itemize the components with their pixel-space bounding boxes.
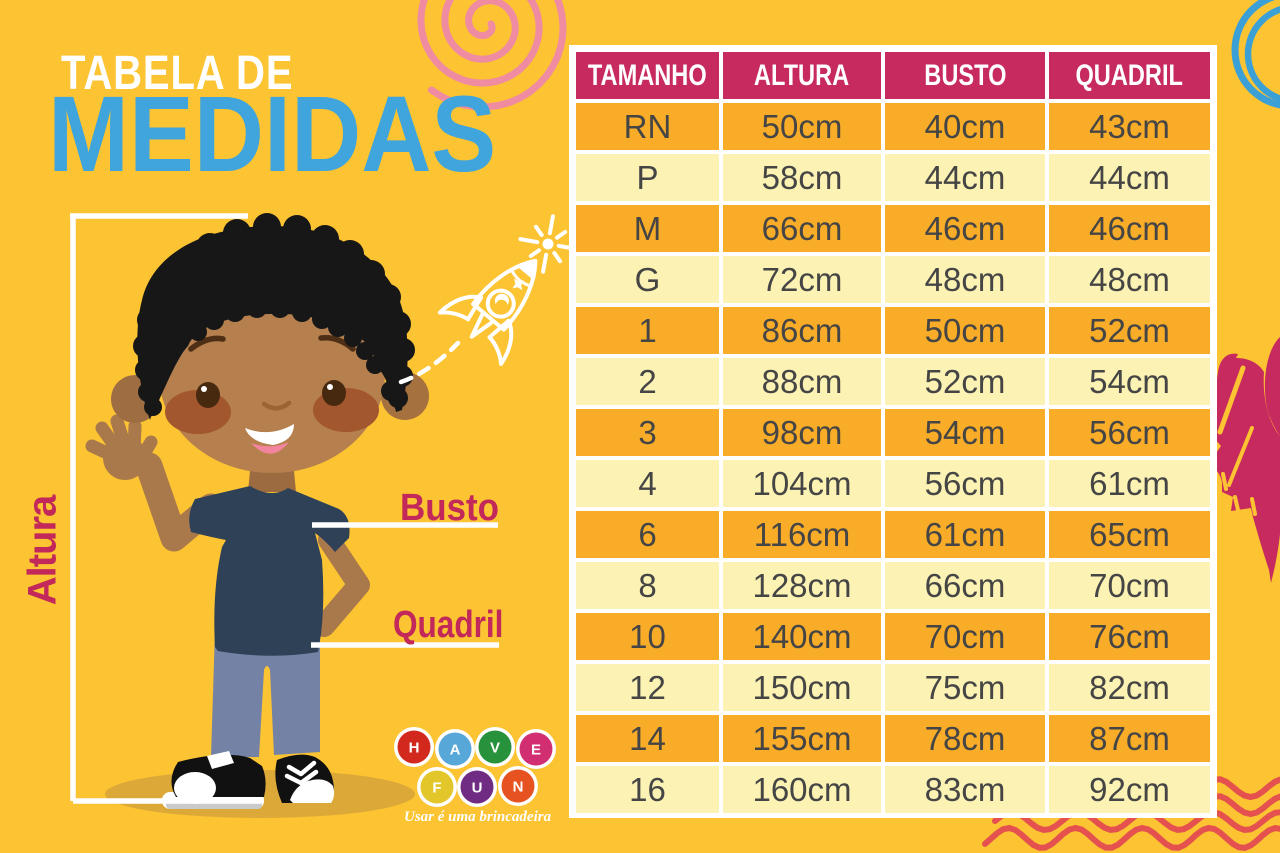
svg-text:F: F bbox=[432, 779, 441, 796]
svg-text:A: A bbox=[450, 741, 461, 758]
svg-text:N: N bbox=[513, 778, 524, 795]
svg-text:H: H bbox=[409, 739, 420, 756]
svg-text:U: U bbox=[472, 779, 483, 796]
svg-text:V: V bbox=[490, 739, 500, 756]
svg-text:E: E bbox=[531, 741, 541, 758]
